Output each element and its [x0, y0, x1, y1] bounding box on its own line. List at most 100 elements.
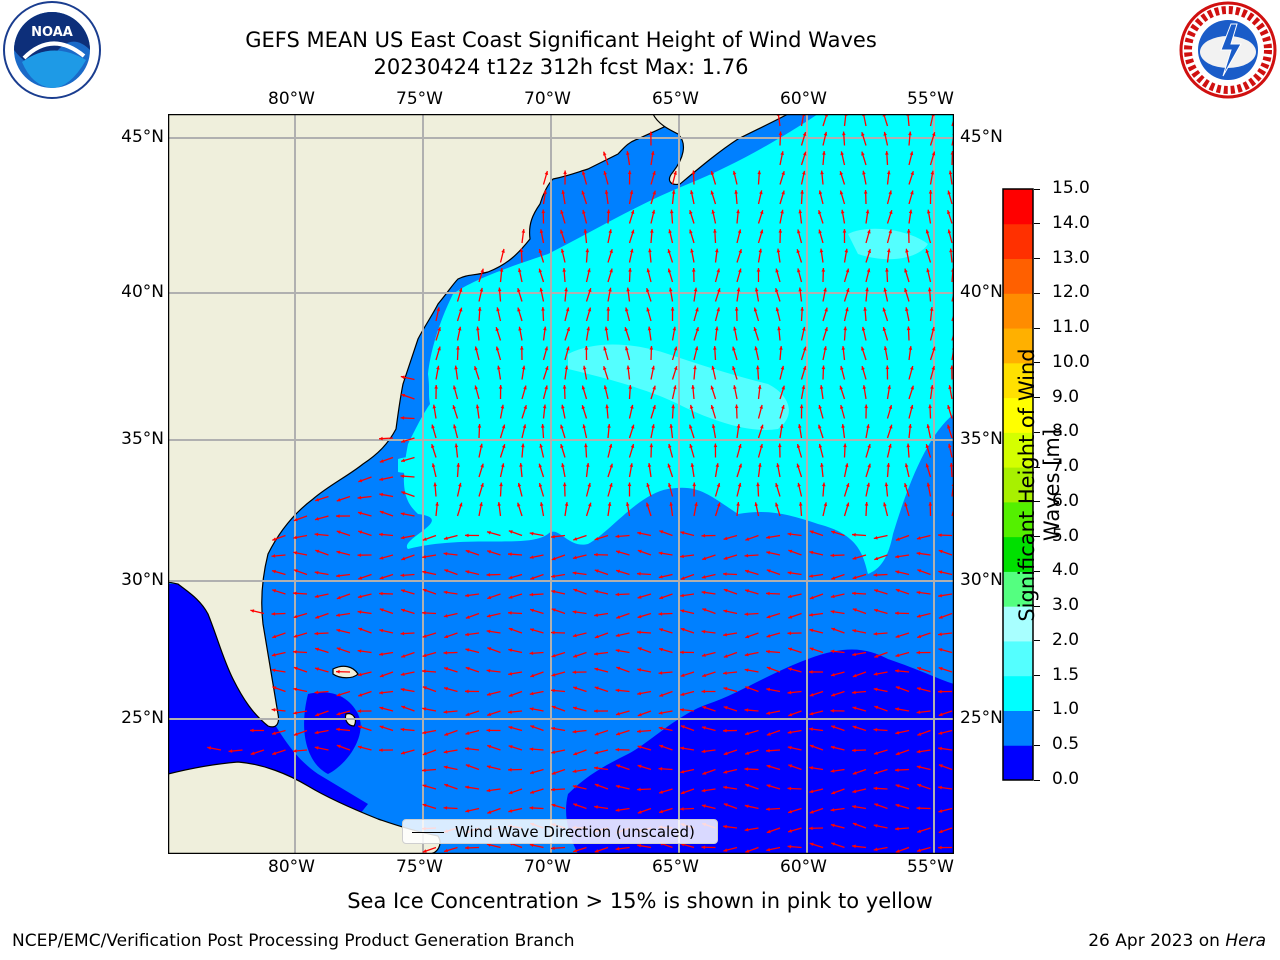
wave-direction-arrow — [271, 651, 286, 657]
wave-direction-arrow — [852, 573, 867, 580]
wave-direction-arrow — [948, 385, 953, 400]
wave-direction-arrow — [701, 629, 716, 634]
colorbar-swatch — [1003, 432, 1033, 468]
wave-direction-arrow — [713, 345, 717, 361]
wave-direction-arrow — [757, 229, 764, 244]
wave-direction-arrow — [624, 326, 631, 341]
wave-direction-arrow — [800, 326, 806, 341]
wave-direction-arrow — [649, 443, 654, 458]
wave-direction-arrow — [863, 306, 867, 322]
wave-direction-arrow — [938, 549, 953, 556]
wave-direction-arrow — [626, 287, 631, 302]
colorbar-swatch — [1003, 640, 1033, 677]
wave-direction-arrow — [744, 804, 759, 810]
wave-direction-arrow — [594, 612, 609, 617]
wave-direction-arrow — [668, 287, 674, 302]
wave-direction-arrow — [723, 588, 738, 595]
colorbar-swatch — [1003, 258, 1033, 294]
wave-direction-arrow — [646, 287, 652, 302]
wave-direction-arrow — [538, 248, 545, 263]
wave-direction-arrow — [667, 248, 674, 263]
wave-direction-arrow — [766, 632, 781, 638]
wave-direction-arrow — [521, 443, 525, 458]
wave-direction-arrow — [947, 190, 953, 205]
wave-direction-arrow — [668, 229, 674, 244]
wave-direction-arrow — [378, 436, 394, 441]
wave-direction-arrow — [647, 463, 652, 478]
colorbar — [1002, 188, 1034, 781]
wave-direction-arrow — [486, 765, 501, 771]
wave-direction-arrow — [938, 593, 953, 598]
wave-direction-arrow — [508, 710, 523, 714]
wave-direction-arrow — [615, 632, 630, 638]
wave-direction-arrow — [882, 326, 889, 341]
wave-direction-arrow — [636, 630, 652, 635]
wave-direction-arrow — [487, 744, 501, 751]
wave-direction-arrow — [572, 554, 587, 560]
wave-direction-arrow — [486, 728, 501, 733]
wave-direction-arrow — [400, 608, 415, 615]
wave-direction-arrow — [904, 482, 910, 497]
colorbar-swatch — [1003, 467, 1033, 503]
colorbar-tick-label: 3.0 — [1052, 595, 1080, 616]
wave-direction-arrow — [379, 671, 394, 678]
wave-direction-arrow — [658, 807, 673, 814]
wave-direction-arrow — [873, 589, 888, 595]
footer-date: 26 Apr 2023 on Hera — [1088, 931, 1266, 951]
wave-direction-arrow — [550, 846, 566, 851]
wave-direction-arrow — [861, 365, 867, 380]
wave-direction-arrow — [779, 345, 783, 361]
wave-direction-arrow — [336, 647, 351, 654]
wave-direction-arrow — [508, 788, 523, 795]
wave-direction-arrow — [400, 573, 415, 578]
wave-direction-arrow — [787, 844, 802, 849]
wave-direction-arrow — [779, 404, 785, 419]
wave-direction-arrow — [379, 628, 394, 634]
wave-direction-arrow — [732, 170, 738, 185]
wave-direction-arrow — [594, 805, 609, 810]
wave-direction-arrow — [519, 248, 524, 263]
wave-direction-arrow — [702, 768, 716, 775]
colorbar-tick-mark — [1034, 709, 1040, 711]
wave-direction-arrow — [723, 554, 738, 560]
wave-direction-arrow — [745, 846, 759, 853]
wave-direction-arrow — [636, 787, 652, 792]
wave-direction-arrow — [723, 534, 738, 541]
wave-direction-arrow — [821, 267, 826, 283]
ocean-band-0.0-0.5-west — [304, 692, 361, 774]
wave-direction-arrow — [604, 326, 609, 341]
wave-direction-arrow — [736, 502, 740, 517]
wave-direction-arrow — [541, 306, 545, 322]
wave-direction-arrow — [904, 287, 910, 302]
wave-direction-arrow — [766, 612, 781, 619]
wave-direction-arrow — [497, 287, 502, 302]
wave-direction-arrow — [796, 443, 803, 458]
wave-direction-arrow — [648, 248, 652, 263]
lat-tick-label-right: 45°N — [960, 127, 1003, 147]
wave-direction-arrow — [819, 385, 824, 400]
wave-direction-arrow — [314, 532, 329, 537]
wave-direction-arrow — [314, 570, 329, 576]
wave-direction-arrow — [646, 307, 652, 322]
wave-direction-arrow — [701, 749, 716, 754]
wave-direction-arrow — [444, 569, 458, 576]
wave-direction-arrow — [843, 502, 850, 517]
wave-direction-arrow — [736, 482, 742, 497]
wave-direction-arrow — [693, 365, 697, 380]
wave-direction-arrow — [908, 209, 913, 224]
wave-direction-arrow — [474, 365, 480, 380]
wave-direction-arrow — [904, 502, 910, 517]
wave-direction-arrow — [499, 463, 505, 478]
colorbar-tick-mark — [1034, 675, 1040, 677]
wave-direction-arrow — [551, 573, 566, 578]
wave-direction-arrow — [843, 463, 849, 478]
wave-direction-arrow — [646, 482, 652, 497]
wave-direction-arrow — [499, 443, 506, 458]
wave-direction-arrow — [379, 608, 394, 615]
wave-direction-arrow — [895, 686, 910, 693]
wave-direction-arrow — [336, 550, 351, 556]
sea-ice-note-text: Sea Ice Concentration > 15% is shown in … — [347, 889, 933, 913]
wave-direction-arrow — [895, 554, 910, 559]
wave-direction-arrow — [929, 346, 936, 361]
wave-direction-arrow — [615, 592, 630, 597]
